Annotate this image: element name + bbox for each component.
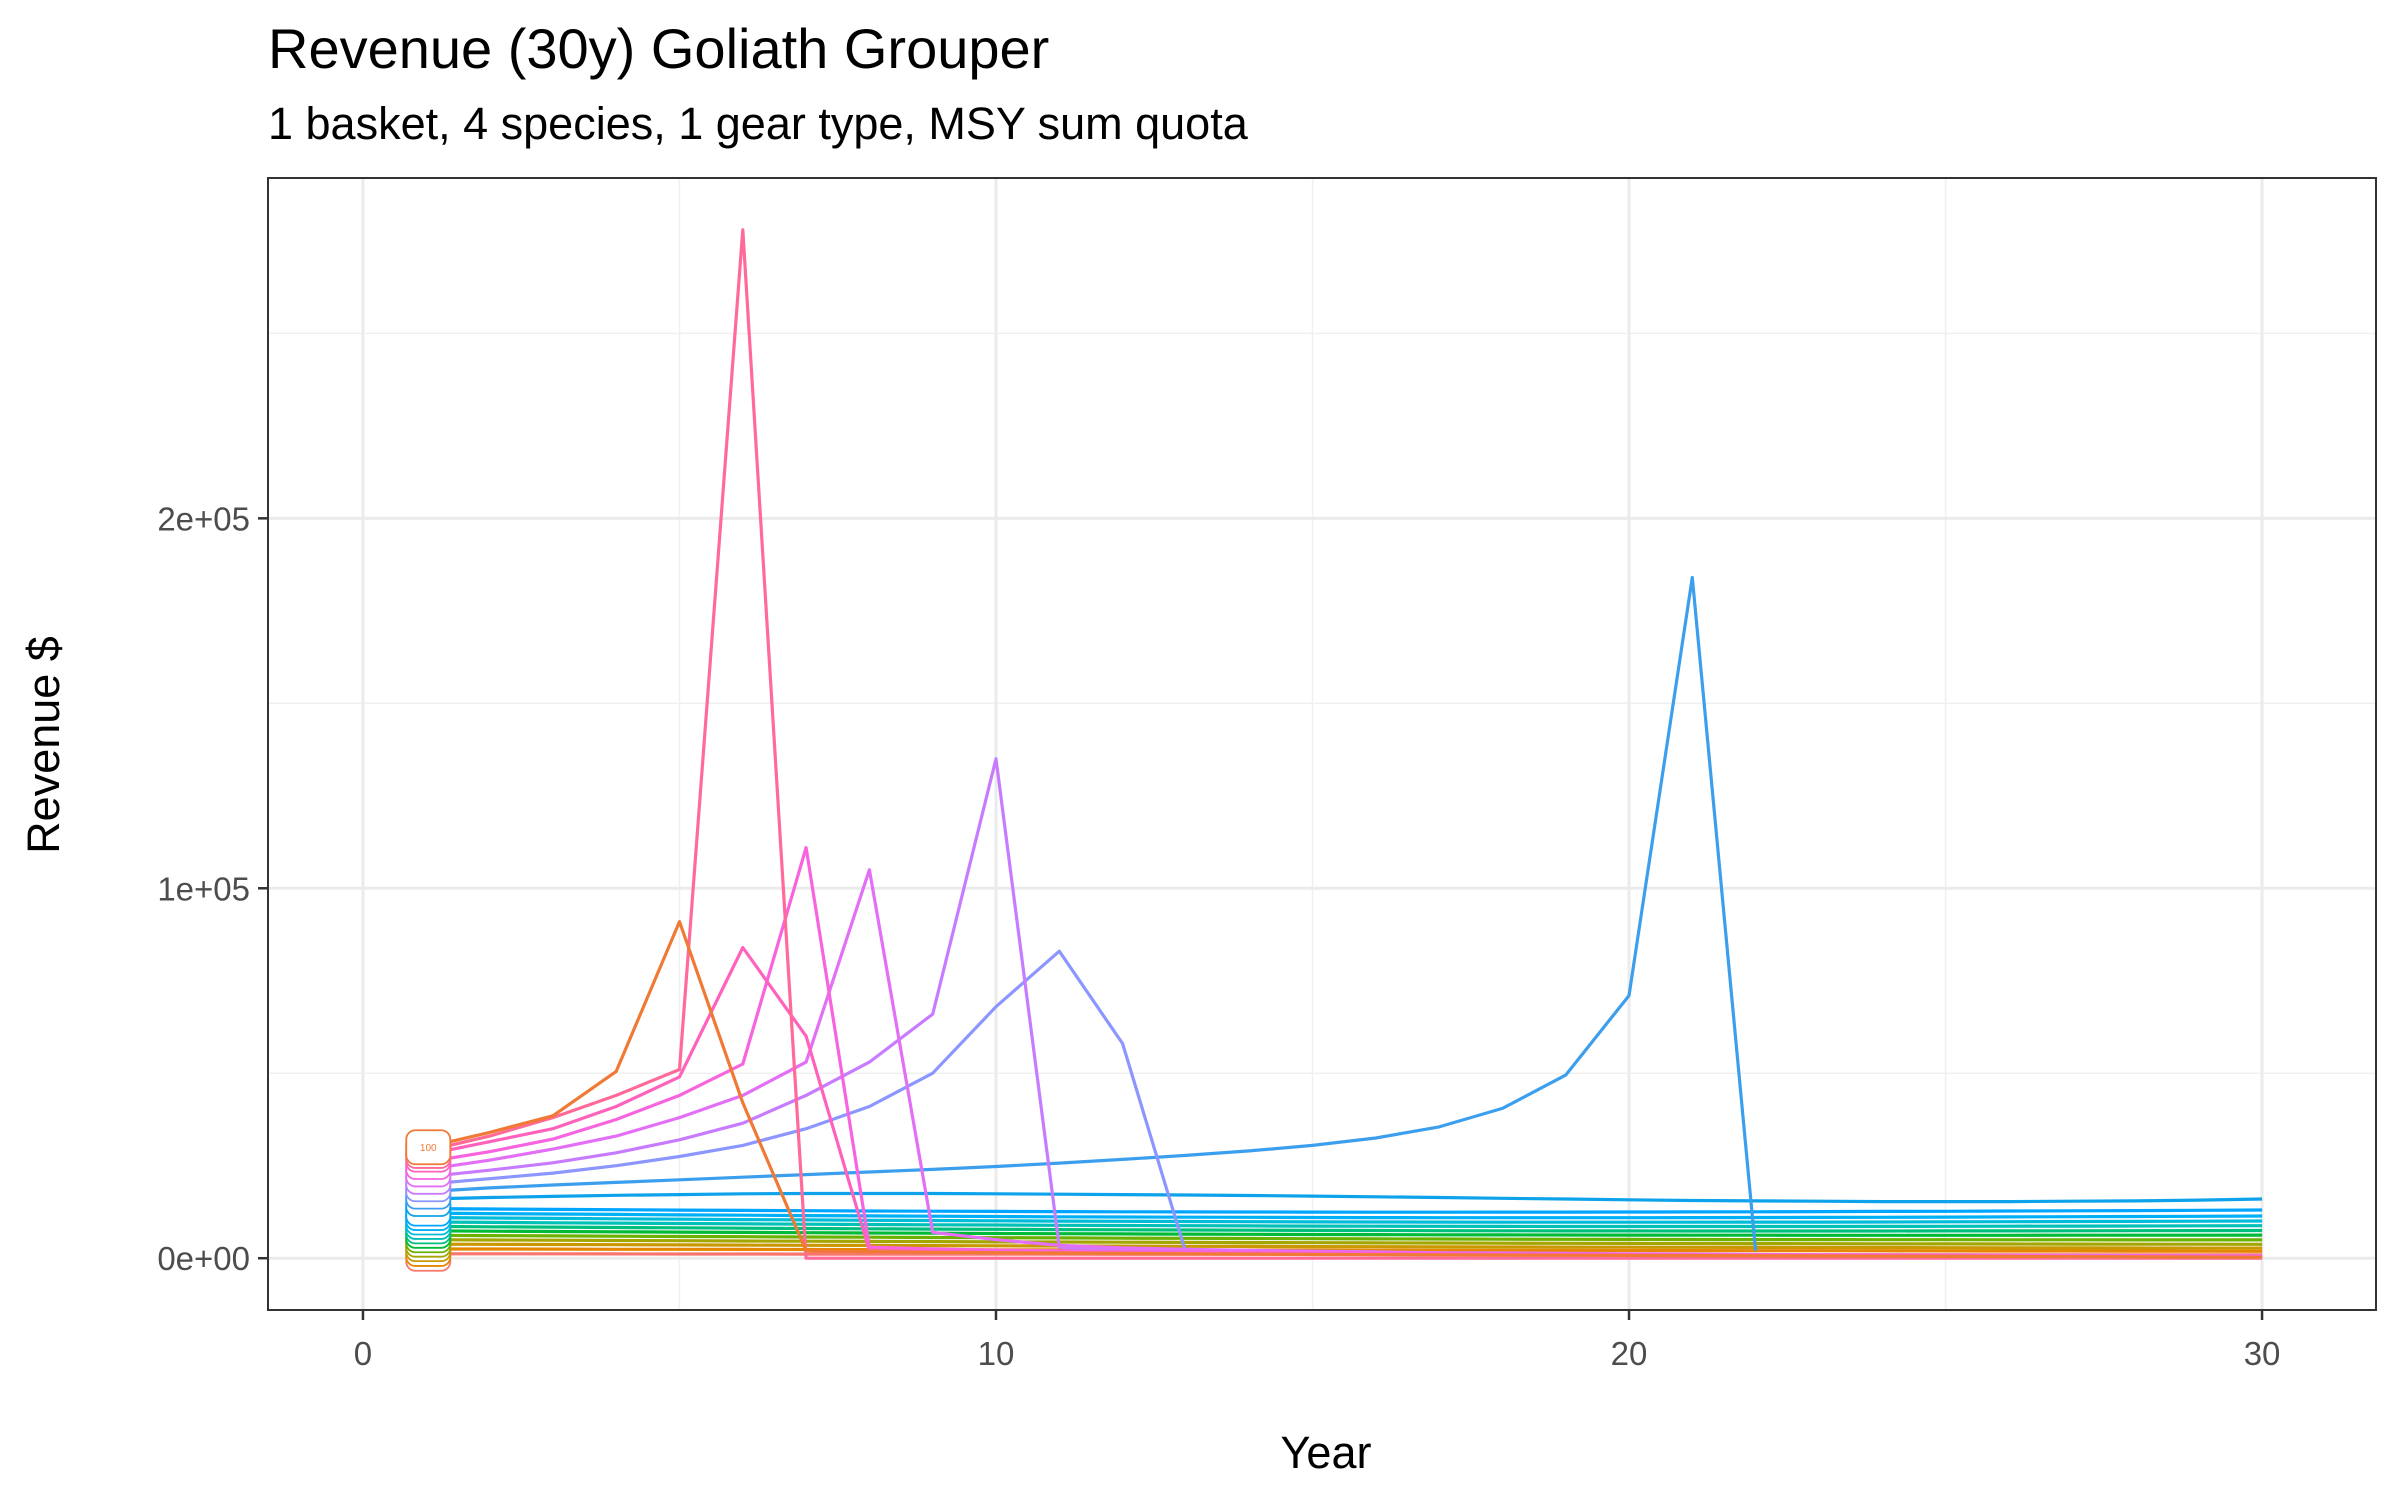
series-line-12 (426, 1191, 2263, 1204)
x-tick-label: 10 (978, 1335, 1015, 1372)
x-tick-label: 20 (1611, 1335, 1648, 1372)
series-line-5 (426, 1233, 2263, 1242)
series-line-8 (426, 1220, 2263, 1229)
chart-title: Revenue (30y) Goliath Grouper (268, 17, 1050, 80)
series-line-16 (426, 868, 2263, 1258)
start-marker-label: 100 (420, 1143, 437, 1154)
y-tick-label: 1e+05 (157, 870, 250, 907)
chart-subtitle: 1 basket, 4 species, 1 gear type, MSY su… (268, 98, 1248, 149)
series-line-7 (426, 1224, 2263, 1233)
x-tick-label: 0 (354, 1335, 372, 1372)
series-line-19 (425, 228, 2263, 1260)
series-line-15 (426, 757, 2263, 1259)
y-tick-label: 0e+00 (157, 1240, 250, 1277)
grid (268, 178, 2376, 1310)
series-lines (425, 228, 2263, 1260)
x-axis-label: Year (1280, 1427, 1372, 1478)
series-line-11 (426, 1207, 2263, 1214)
series-line-10 (426, 1211, 2263, 1220)
y-axis-label: Revenue $ (18, 636, 69, 854)
series-line-20 (425, 919, 2263, 1259)
series-line-13 (426, 575, 1758, 1251)
panel-border (267, 177, 2377, 1311)
y-tick-label: 2e+05 (157, 500, 250, 537)
series-line-6 (426, 1229, 2263, 1237)
start-marker-20 (405, 1129, 452, 1166)
series-line-3 (426, 1242, 2263, 1250)
axes: 0 10 20 30 0e+00 1e+05 2e+05 (157, 500, 2280, 1372)
series-line-4 (426, 1238, 2263, 1246)
start-markers: 100 (405, 1129, 452, 1272)
series-line-9 (426, 1215, 2263, 1224)
x-tick-label: 30 (2244, 1335, 2281, 1372)
